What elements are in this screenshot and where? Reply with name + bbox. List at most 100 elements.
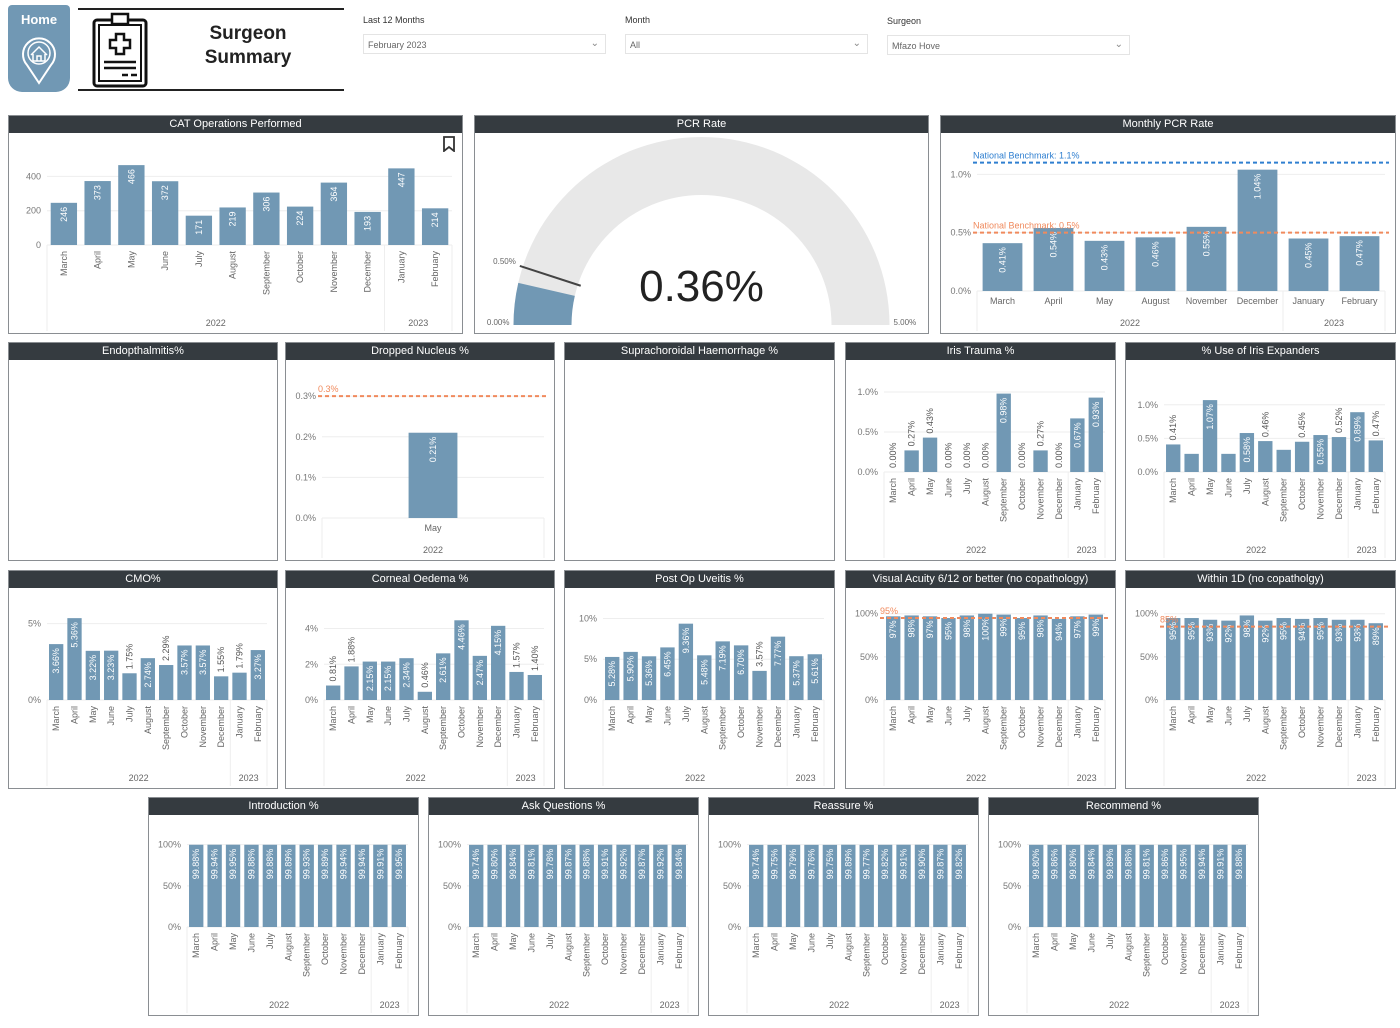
bar [597, 844, 613, 927]
data-label: 5.36% [70, 622, 80, 648]
year-label: 2023 [408, 318, 428, 328]
panel-dropped-nucleus: Dropped Nucleus % 0.0% 0.1% 0.2% 0.3% 0.21% M… [285, 342, 555, 561]
data-label: 97% [1072, 620, 1082, 638]
chevron-down-icon: ⌄ [1114, 39, 1123, 50]
year-label: 2022 [685, 773, 705, 783]
x-tick-label: March [990, 296, 1015, 306]
bar [1368, 440, 1383, 472]
data-label: 99.81% [1142, 849, 1152, 880]
bar [1186, 226, 1227, 291]
data-label: 0.54% [1049, 232, 1059, 258]
panel-title: Monthly PCR Rate [941, 116, 1395, 133]
bookmark-icon[interactable] [442, 136, 456, 152]
bar [1047, 844, 1062, 927]
bar [286, 206, 314, 245]
x-tick-label: February [430, 251, 440, 288]
data-label: 99.74% [471, 849, 481, 880]
bar [421, 208, 449, 245]
data-label: 1.04% [1253, 174, 1263, 200]
x-tick-label: August [228, 251, 238, 280]
chart-svg: 0% 50% 100% 99.74% March 99.75% April 99.79% May… [718, 840, 969, 1013]
panel-cat-operations: CAT Operations Performed 0 200 400 246 March… [8, 115, 463, 334]
bar [767, 844, 782, 927]
filter-month: Month All ⌄ [625, 15, 868, 54]
x-tick-label: January [791, 706, 801, 739]
data-label: 373 [93, 185, 103, 200]
x-tick-label: May [88, 706, 98, 724]
x-tick-label: June [1223, 478, 1233, 498]
bar [1258, 441, 1273, 472]
data-label: 98% [907, 619, 917, 637]
gauge-target-marker [519, 265, 582, 287]
data-label: 3.57% [198, 649, 208, 675]
data-label: 0.00% [980, 442, 990, 468]
x-tick-label: October [1297, 478, 1307, 510]
panel-pcr-rate: PCR Rate 0.50% 0.00% 5.00% 0.36% [474, 115, 929, 334]
bar [1294, 618, 1310, 700]
x-tick-label: March [607, 706, 617, 731]
data-label: 99.74% [751, 849, 761, 880]
x-tick-label: August [143, 706, 153, 735]
home-button[interactable]: Home [8, 5, 70, 92]
x-tick-label: August [1260, 706, 1270, 735]
x-tick-label: February [253, 706, 263, 743]
data-label: 0.41% [998, 247, 1008, 273]
panel-endophthalmitis: Endopthalmitis% [8, 342, 278, 561]
filter-surgeon: Surgeon Mfazo Hove ⌄ [887, 16, 1130, 55]
y-tick-label: 0.1% [295, 472, 316, 482]
bar [1088, 614, 1103, 700]
bar [1084, 844, 1099, 927]
benchmark-label: National Benchmark: 1.1% [973, 151, 1080, 161]
x-tick-label: July [545, 933, 555, 950]
x-tick-label: September [582, 933, 592, 977]
data-label: 219 [228, 211, 238, 226]
bar [326, 685, 341, 700]
chart-recommend: 0% 50% 100% 99.80% March 99.86% April 99.80% May… [989, 815, 1258, 1015]
gauge-target-label: 0.50% [493, 257, 516, 266]
x-tick-label: June [806, 933, 816, 953]
x-tick-label: May [1068, 933, 1078, 951]
chart-svg: 0 200 400 246 March 373 April 466 May 372 June 171 J… [26, 165, 453, 331]
data-label: 3.57% [755, 641, 765, 667]
last-12-months-dropdown[interactable]: February 2023 ⌄ [363, 34, 606, 54]
x-tick-label: October [457, 706, 467, 738]
x-tick-label: May [1205, 706, 1215, 724]
x-tick-label: November [475, 706, 485, 748]
y-tick-label: 50% [723, 881, 741, 891]
panel-iris-trauma: Iris Trauma % 0.0% 0.5% 1.0% 0.00% March 0.27… [845, 342, 1116, 561]
data-label: 2.15% [365, 666, 375, 692]
gauge-value-arc [513, 282, 575, 325]
data-label: 2.47% [475, 660, 485, 686]
x-tick-label: June [1086, 933, 1096, 953]
y-tick-label: 50% [1140, 652, 1158, 662]
bar [527, 674, 542, 700]
x-tick-label: July [402, 706, 412, 723]
x-tick-label: November [899, 933, 909, 975]
panel-suprachoroidal-haemorrhage: Suprachoroidal Haemorrhage % [564, 342, 835, 561]
x-tick-label: January [1352, 706, 1362, 739]
x-tick-label: April [210, 933, 220, 951]
data-label: 1.57% [512, 642, 522, 668]
y-tick-label: 0% [865, 695, 878, 705]
surgeon-dropdown[interactable]: Mfazo Hove ⌄ [887, 35, 1130, 55]
bar [159, 665, 174, 700]
bar [770, 636, 786, 700]
month-dropdown[interactable]: All ⌄ [625, 34, 868, 54]
data-label: 99.88% [191, 849, 201, 880]
bar [362, 661, 377, 700]
bar [1331, 619, 1347, 700]
data-label: 5.90% [626, 656, 636, 682]
bar [1029, 844, 1044, 927]
filter-last-12-months: Last 12 Months February 2023 ⌄ [363, 15, 606, 54]
x-tick-label: August [699, 706, 709, 735]
data-label: 0.43% [1100, 245, 1110, 271]
data-label: 99.87% [935, 849, 945, 880]
data-label: 99.92% [655, 849, 665, 880]
y-tick-label: 0.3% [295, 391, 316, 401]
x-tick-label: September [718, 706, 728, 750]
x-tick-label: January [1352, 478, 1362, 511]
bar [789, 656, 804, 700]
bar [561, 844, 576, 927]
data-label: 99.82% [954, 849, 964, 880]
data-label: 99.89% [843, 849, 853, 880]
